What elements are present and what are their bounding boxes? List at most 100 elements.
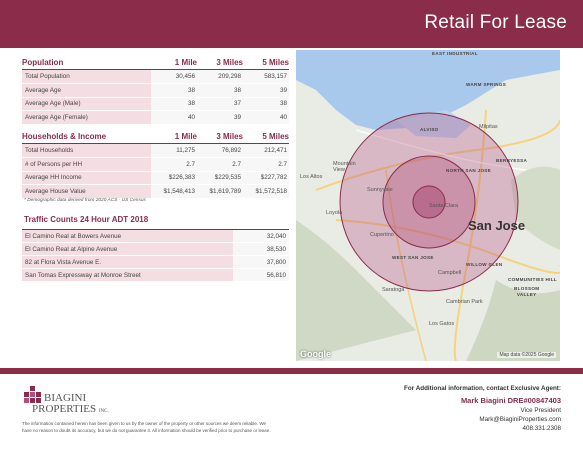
cell-5-miles: 583,157: [243, 69, 289, 84]
cell-3-miles: 38: [197, 83, 243, 98]
contact-intro: For Additional information, contact Excl…: [404, 385, 561, 392]
logo-inc: INC.: [98, 409, 109, 414]
disclaimer: The information contained herein has bee…: [22, 421, 271, 433]
agent-title: Vice President: [520, 406, 562, 414]
row-label: Average House Value: [22, 184, 151, 200]
map-label-mountain-view: Mountain View: [333, 161, 356, 173]
row-label: Average Age (Male): [22, 97, 151, 112]
map-label-los-gatos: Los Gatos: [429, 321, 455, 327]
cell-5-miles: 38: [243, 97, 289, 112]
cell-1-mile: 40: [151, 110, 197, 126]
population-table: Population 1 Mile 3 Miles 5 Miles Total …: [22, 55, 289, 126]
logo-wordmark-line2: PROPERTIES INC.: [32, 403, 109, 415]
col-3-miles: 3 Miles: [197, 55, 243, 70]
cell-3-miles: $1,619,789: [197, 184, 243, 200]
table-row: Average Age (Male) 38 37 38: [22, 97, 289, 112]
cell-5-miles: 2.7: [243, 157, 289, 172]
header-banner: Retail For Lease: [0, 0, 583, 48]
traffic-count: 37,800: [233, 255, 289, 269]
cell-1-mile: 38: [151, 97, 197, 112]
table-row: El Camino Real at Bowers Avenue 32,040: [22, 229, 289, 243]
row-label: Average Age: [22, 83, 151, 98]
traffic-count: 38,530: [233, 242, 289, 256]
cell-3-miles: 39: [197, 110, 243, 126]
map-label-los-altos: Los Altos: [300, 174, 323, 180]
area-map[interactable]: EAST INDUSTRIAL WARM SPRINGS ALVISO Milp…: [296, 50, 560, 361]
table-row: Total Households 11,275 76,892 212,471: [22, 143, 289, 158]
map-label-saratoga: Saratoga: [382, 287, 405, 293]
biagini-logo-icon: [24, 386, 41, 403]
agent-name: Mark Biagini DRE#00847403: [460, 396, 561, 406]
cell-1-mile: 30,456: [151, 69, 197, 84]
traffic-table: El Camino Real at Bowers Avenue 32,040 E…: [22, 229, 289, 282]
map-label-alviso: ALVISO: [420, 127, 439, 132]
table-row: Average HH Income $226,383 $229,535 $227…: [22, 171, 289, 186]
footer-divider: [0, 368, 583, 374]
map-label-milpitas: Milpitas: [479, 124, 498, 130]
map-label-blossom-valley: BLOSSOM VALLEY: [514, 286, 540, 297]
page-title: Retail For Lease: [424, 12, 567, 33]
map-label-warm-springs: WARM SPRINGS: [466, 82, 507, 87]
traffic-count: 32,040: [233, 229, 289, 243]
map-label-west-san-jose: WEST SAN JOSE: [392, 255, 434, 260]
table-row: El Camino Real at Alpine Avenue 38,530: [22, 242, 289, 256]
map-label-loyola: Loyola: [326, 210, 343, 216]
cell-3-miles: $229,535: [197, 171, 243, 186]
population-heading: Population: [22, 55, 151, 70]
map-label-communities-hill: COMMUNITIES HILL: [508, 277, 557, 282]
cell-3-miles: 209,298: [197, 69, 243, 84]
col-5-miles: 5 Miles: [243, 129, 289, 144]
map-label-sunnyvale: Sunnyvale: [367, 187, 393, 193]
agent-phone[interactable]: 408.331.2308: [522, 425, 561, 433]
cell-3-miles: 2.7: [197, 157, 243, 172]
map-label-san-jose: San Jose: [468, 218, 526, 233]
map-label-east-industrial: EAST INDUSTRIAL: [432, 51, 478, 56]
households-header-row: Households & Income 1 Mile 3 Miles 5 Mil…: [22, 129, 289, 144]
cell-5-miles: $227,782: [243, 171, 289, 186]
row-label: Total Households: [22, 143, 151, 158]
map-label-campbell: Campbell: [438, 270, 462, 276]
cell-5-miles: $1,572,518: [243, 184, 289, 200]
cell-1-mile: 11,275: [151, 143, 197, 158]
map-label-cambrian-park: Cambrian Park: [446, 299, 483, 305]
table-row: # of Persons per HH 2.7 2.7 2.7: [22, 157, 289, 172]
cell-3-miles: 37: [197, 97, 243, 112]
agent-contact: For Additional information, contact Excl…: [404, 384, 561, 433]
col-5-miles: 5 Miles: [243, 55, 289, 70]
cell-1-mile: 2.7: [151, 157, 197, 172]
table-row: Total Population 30,456 209,298 583,157: [22, 69, 289, 84]
traffic-location: El Camino Real at Bowers Avenue: [22, 229, 233, 243]
traffic-count: 56,810: [233, 268, 289, 282]
agent-email[interactable]: Mark@BiaginiProperties.com: [479, 415, 561, 423]
map-label-berryessa: BERRYESSA: [496, 158, 528, 163]
col-1-mile: 1 Mile: [151, 55, 197, 70]
row-label: Average Age (Female): [22, 110, 151, 126]
table-row: Average House Value $1,548,413 $1,619,78…: [22, 184, 289, 200]
col-3-miles: 3 Miles: [197, 129, 243, 144]
census-note: * Demographic data derived from 2020 ACS…: [24, 198, 146, 203]
households-table: Households & Income 1 Mile 3 Miles 5 Mil…: [22, 129, 289, 200]
traffic-location: San Tomas Expressway at Monroe Street: [22, 268, 233, 282]
cell-3-miles: 76,892: [197, 143, 243, 158]
traffic-heading: Traffic Counts 24 Hour ADT 2018: [24, 215, 149, 224]
traffic-location: El Camino Real at Alpine Avenue: [22, 242, 233, 256]
map-label-santa-clara: Santa Clara: [429, 203, 459, 209]
population-header-row: Population 1 Mile 3 Miles 5 Miles: [22, 55, 289, 70]
cell-1-mile: $226,383: [151, 171, 197, 186]
logo-properties: PROPERTIES: [32, 403, 97, 415]
table-row: San Tomas Expressway at Monroe Street 56…: [22, 268, 289, 282]
map-graphic: [296, 50, 560, 361]
traffic-location: 82 at Flora Vista Avenue E.: [22, 255, 233, 269]
row-label: Total Population: [22, 69, 151, 84]
map-label-north-san-jose: NORTH SAN JOSE: [446, 168, 492, 173]
table-row: 82 at Flora Vista Avenue E. 37,800: [22, 255, 289, 269]
table-row: Average Age (Female) 40 39 40: [22, 110, 289, 126]
cell-1-mile: $1,548,413: [151, 184, 197, 200]
map-credit[interactable]: Map data ©2025 Google: [497, 352, 556, 358]
logo-wordmark-line1: BIAGINI: [44, 392, 87, 404]
col-1-mile: 1 Mile: [151, 129, 197, 144]
cell-1-mile: 38: [151, 83, 197, 98]
map-label-cupertino: Cupertino: [370, 232, 394, 238]
map-label-willow-glen: WILLOW GLEN: [466, 262, 503, 267]
cell-5-miles: 39: [243, 83, 289, 98]
